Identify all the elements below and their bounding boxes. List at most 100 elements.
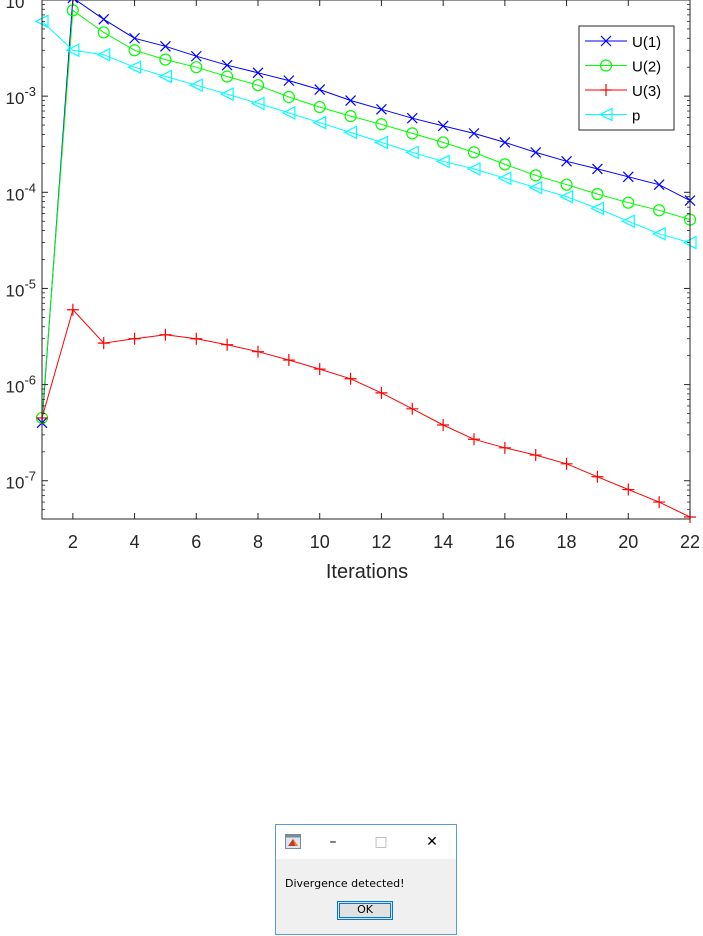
data-point <box>97 26 110 39</box>
x-tick-label: 2 <box>68 532 78 552</box>
data-point <box>651 226 666 241</box>
data-point <box>66 303 79 316</box>
data-point <box>591 470 604 483</box>
series-u1 <box>36 0 696 429</box>
y-tick-label: 10-7 <box>6 469 36 493</box>
data-point <box>406 402 419 415</box>
data-point <box>404 145 419 160</box>
data-point <box>188 78 203 93</box>
y-tick-label: 10-6 <box>6 373 36 397</box>
data-point <box>190 332 203 345</box>
legend-label: U(2) <box>632 59 661 76</box>
legend-entry: U(2) <box>585 59 661 76</box>
data-point <box>97 337 110 350</box>
data-point <box>313 363 326 376</box>
data-point <box>435 154 450 169</box>
minimize-button[interactable]: – <box>329 834 337 850</box>
data-point <box>622 483 635 496</box>
data-point <box>560 457 573 470</box>
data-point <box>98 13 110 25</box>
matlab-app-icon <box>285 834 301 849</box>
legend-box <box>578 25 675 131</box>
x-tick-label: 18 <box>557 532 577 552</box>
data-point <box>344 110 357 123</box>
legend-label: U(3) <box>632 83 661 100</box>
data-point <box>190 61 203 74</box>
data-point <box>252 67 264 79</box>
data-point <box>437 418 450 431</box>
legend-entry: p <box>585 108 640 125</box>
data-point <box>529 449 542 462</box>
data-point <box>437 136 450 149</box>
data-point <box>219 87 234 102</box>
data-point <box>129 32 140 44</box>
series-line <box>41 308 691 518</box>
data-point <box>468 433 480 446</box>
x-tick-label: 6 <box>191 532 201 552</box>
data-point <box>221 338 234 351</box>
dialog-message: Divergence detected! <box>285 877 405 890</box>
data-point <box>251 79 265 92</box>
data-point <box>622 196 635 209</box>
data-point <box>159 53 172 66</box>
data-point <box>128 44 141 57</box>
data-point <box>499 137 511 148</box>
x-tick-label: 14 <box>433 532 453 552</box>
legend-marker <box>600 35 612 47</box>
data-point <box>620 214 635 229</box>
data-point <box>128 332 141 345</box>
convergence-plot: 2 4 6 8 10 12 14 16 18 20 22 10-7 10-6 10-5 10-4 10-3 10… <box>6 0 700 583</box>
data-point <box>127 60 142 75</box>
data-point <box>250 96 265 111</box>
data-point <box>437 120 449 132</box>
close-button[interactable]: ✕ <box>426 834 438 850</box>
legend-entry: U(1) <box>585 34 661 51</box>
data-point <box>96 47 111 62</box>
legend-marker <box>598 107 613 122</box>
data-point <box>466 161 481 176</box>
ok-button[interactable]: OK <box>337 901 393 920</box>
legend: U(1) U(2) U(3) p <box>578 25 675 131</box>
legend-marker <box>599 59 613 72</box>
x-tick-label: 4 <box>130 532 140 552</box>
data-point <box>345 95 356 106</box>
data-point <box>221 59 233 71</box>
data-point <box>467 146 481 159</box>
data-point <box>376 103 387 115</box>
data-point <box>592 163 603 175</box>
data-point <box>406 127 419 140</box>
data-point <box>529 169 542 182</box>
data-point <box>622 171 634 183</box>
series-line <box>41 0 691 423</box>
data-point <box>530 146 542 158</box>
data-point <box>560 178 573 191</box>
series-line <box>41 20 691 244</box>
data-point <box>158 69 173 84</box>
x-tick-label: 22 <box>680 532 700 552</box>
legend-marker <box>600 84 612 96</box>
data-point <box>590 201 605 216</box>
maximize-button[interactable]: □ <box>374 834 388 850</box>
data-point <box>561 155 572 167</box>
data-point <box>190 50 202 62</box>
data-point <box>65 43 80 58</box>
data-point <box>498 158 511 171</box>
data-point <box>313 100 326 114</box>
data-point <box>343 125 358 140</box>
data-point <box>497 171 512 186</box>
data-point <box>498 441 511 454</box>
divergence-dialog: – □ ✕ Divergence detected! OK <box>275 824 457 935</box>
data-point <box>281 105 296 120</box>
y-tick-label: 10-3 <box>6 84 36 108</box>
data-point <box>159 328 172 341</box>
legend-entry: U(3) <box>585 83 661 100</box>
dialog-titlebar: – □ ✕ <box>276 825 456 859</box>
data-point <box>312 115 327 130</box>
data-point <box>344 372 357 385</box>
data-point <box>653 204 666 217</box>
x-tick-label: 8 <box>253 532 263 552</box>
series-line <box>41 9 691 418</box>
legend-label: p <box>632 108 640 125</box>
x-tick-label: 16 <box>495 532 515 552</box>
data-point <box>375 118 388 131</box>
